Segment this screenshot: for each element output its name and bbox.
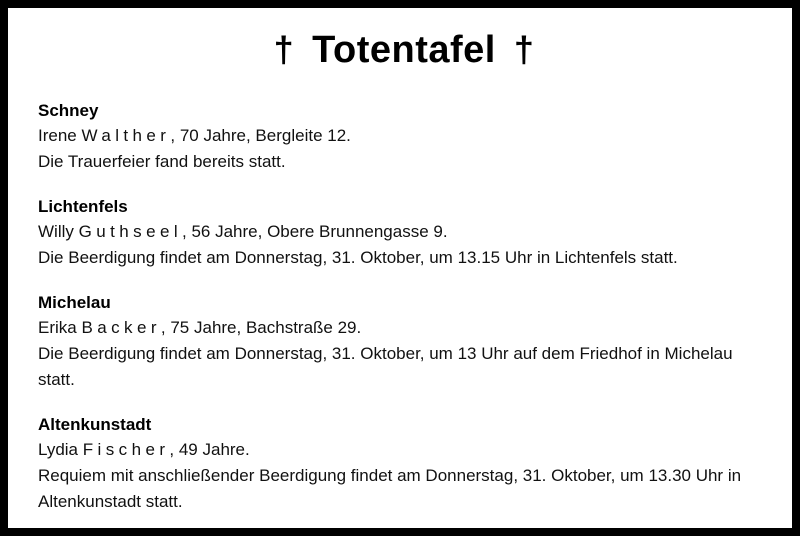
entry-funeral-details: Die Beerdigung findet am Donnerstag, 31.… [38, 247, 678, 267]
entry-person-firstname: Irene [38, 125, 82, 145]
page-title: † Totentafel † [38, 8, 770, 72]
entry-person-surname: Fischer [82, 439, 170, 459]
entry-person-details: , 70 Jahre, Bergleite 12. [170, 125, 351, 145]
entry-person-firstname: Erika [38, 317, 82, 337]
entry-place: Michelau [38, 292, 111, 312]
entry-place: Altenkunstadt [38, 414, 152, 434]
entry-person-surname: Guthseel [78, 221, 183, 241]
list-item: Lichtenfels Willy Guthseel, 56 Jahre, Ob… [38, 194, 770, 271]
entry-person-firstname: Willy [38, 221, 79, 241]
entry-funeral-details: Die Trauerfeier fand bereits statt. [38, 151, 286, 171]
entry-person: Lydia Fischer, 49 Jahre. [38, 437, 770, 463]
entry-funeral-details: Requiem mit anschließender Beerdigung fi… [38, 465, 742, 511]
cross-icon-left: † [273, 29, 295, 70]
list-item: Altenkunstadt Lydia Fischer, 49 Jahre. R… [38, 412, 770, 515]
cross-icon-right: † [513, 29, 535, 70]
entry-person-details: , 56 Jahre, Obere Brunnengasse 9. [182, 221, 448, 241]
entry-person-details: , 49 Jahre. [169, 439, 250, 459]
entry-person-firstname: Lydia [38, 439, 83, 459]
entry-funeral-details: Die Beerdigung findet am Donnerstag, 31.… [38, 343, 733, 389]
notice-inner: † Totentafel † Schney Irene Walther, 70 Ja… [8, 8, 792, 528]
list-item: Schney Irene Walther, 70 Jahre, Bergleit… [38, 98, 770, 175]
entry-place: Schney [38, 100, 99, 120]
entry-person-surname: Walther [81, 125, 171, 145]
entry-person-surname: Backer [81, 317, 161, 337]
page-title-text: Totentafel [312, 29, 496, 71]
entry-person: Willy Guthseel, 56 Jahre, Obere Brunneng… [38, 219, 770, 245]
entry-place: Lichtenfels [38, 196, 128, 216]
entry-person-details: , 75 Jahre, Bachstraße 29. [160, 317, 362, 337]
list-item: Michelau Erika Backer, 75 Jahre, Bachstr… [38, 290, 770, 393]
entry-person: Irene Walther, 70 Jahre, Bergleite 12. [38, 123, 770, 149]
obituary-list: Schney Irene Walther, 70 Jahre, Bergleit… [38, 98, 770, 515]
entry-person: Erika Backer, 75 Jahre, Bachstraße 29. [38, 315, 770, 341]
